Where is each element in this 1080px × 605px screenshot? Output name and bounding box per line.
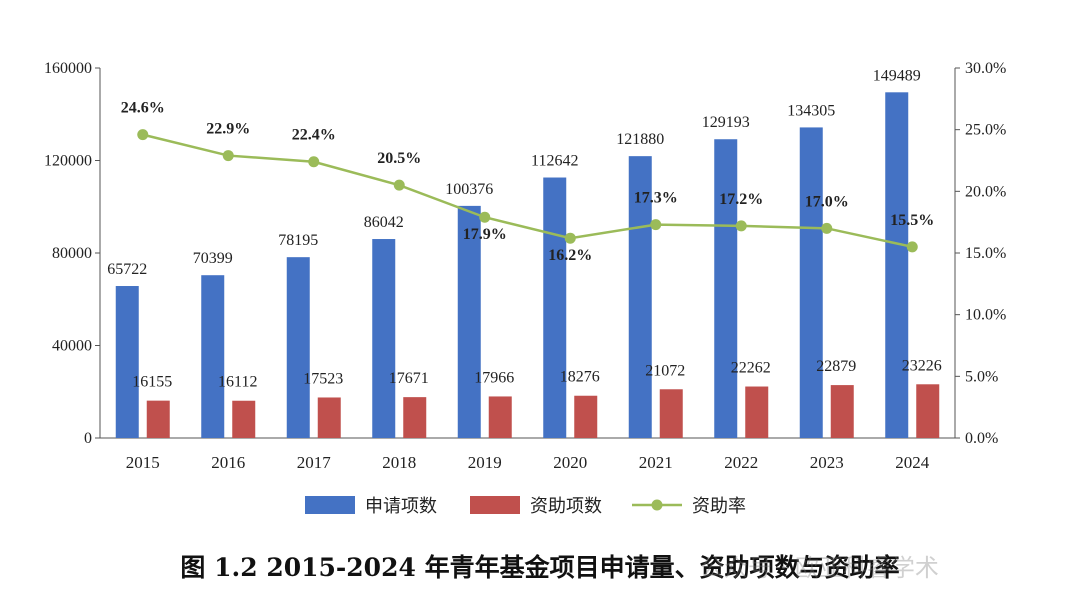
rate-point — [821, 222, 833, 234]
rate-label: 17.2% — [719, 191, 763, 208]
rate-point — [308, 156, 320, 168]
legend-marker-rate — [651, 499, 663, 511]
bar-funded — [916, 384, 940, 438]
bar-funded — [745, 386, 769, 438]
bar-applications — [799, 127, 823, 439]
rate-label: 17.0% — [805, 193, 849, 210]
bars — [115, 92, 940, 439]
rate-point — [393, 179, 405, 191]
rate-point — [137, 129, 149, 141]
rate-label: 17.9% — [463, 226, 507, 243]
rate-label: 22.9% — [206, 121, 250, 138]
x-tick: 2017 — [297, 453, 332, 472]
legend-swatch-applications — [305, 496, 355, 514]
rate-line-path — [142, 133, 913, 249]
bar-applications — [714, 139, 738, 438]
x-tick: 2015 — [126, 453, 160, 472]
axes: 0 40000 80000 120000 160000 0.0% 5.0% 10.0% 15.0… — [44, 60, 1006, 472]
bar-label-applications: 78195 — [278, 232, 318, 249]
bar-funded — [403, 397, 427, 438]
bar-applications — [115, 286, 139, 438]
bar-label-applications: 86042 — [364, 214, 404, 231]
bar-funded — [659, 389, 683, 438]
y-tick-right: 30.0% — [965, 60, 1006, 77]
y-tick-right: 25.0% — [965, 122, 1006, 139]
bar-label-funded: 21072 — [645, 362, 685, 379]
legend-label-rate: 资助率 — [692, 496, 746, 517]
chart: 0 40000 80000 120000 160000 0.0% 5.0% 10.0% 15.0… — [44, 60, 1006, 517]
x-tick: 2019 — [468, 453, 502, 472]
bar-applications — [201, 275, 225, 438]
bar-label-applications: 112642 — [531, 153, 578, 170]
bar-label-funded: 18276 — [560, 369, 600, 386]
y-tick-right: 0.0% — [965, 430, 998, 447]
bar-label-applications: 70399 — [193, 250, 233, 267]
bar-funded — [317, 397, 341, 438]
bar-label-funded: 22879 — [816, 358, 856, 375]
legend-label-applications: 申请项数 — [365, 496, 437, 517]
bar-funded — [488, 396, 512, 438]
rate-point — [735, 220, 747, 232]
bar-label-applications: 65722 — [107, 261, 147, 278]
bar-label-applications: 149489 — [873, 67, 921, 84]
bar-label-applications: 121880 — [616, 131, 664, 148]
y-tick-right: 10.0% — [965, 307, 1006, 324]
bar-label-applications: 100376 — [445, 181, 493, 198]
x-tick: 2016 — [211, 453, 245, 472]
x-tick: 2022 — [724, 453, 758, 472]
bar-applications — [372, 239, 396, 438]
bar-label-applications: 134305 — [787, 102, 835, 119]
bar-label-funded: 16112 — [218, 374, 257, 391]
rate-line — [137, 129, 918, 253]
x-tick: 2018 — [382, 453, 416, 472]
rate-label: 16.2% — [548, 247, 592, 264]
bar-funded — [574, 395, 598, 438]
bar-label-funded: 17966 — [474, 369, 514, 386]
bar-label-funded: 17523 — [303, 370, 343, 387]
bar-funded — [830, 385, 854, 438]
y-tick-left: 40000 — [52, 338, 92, 355]
bar-funded — [146, 400, 170, 438]
rate-label: 17.3% — [634, 190, 678, 207]
y-tick-right: 20.0% — [965, 183, 1006, 200]
y-tick-right: 5.0% — [965, 368, 998, 385]
bar-label-funded: 17671 — [389, 370, 429, 387]
bar-label-applications: 129193 — [702, 114, 750, 131]
y-tick-right: 15.0% — [965, 245, 1006, 262]
x-tick: 2023 — [810, 453, 844, 472]
rate-point — [906, 241, 918, 253]
rate-point — [650, 219, 662, 231]
watermark: 公众号 · 欧亚科睿学术 — [700, 554, 939, 582]
rate-point — [564, 232, 576, 244]
rate-point — [479, 211, 491, 223]
x-tick: 2021 — [639, 453, 673, 472]
bar-applications — [457, 205, 481, 438]
y-tick-left: 80000 — [52, 245, 92, 262]
rate-label: 15.5% — [890, 212, 934, 229]
rate-label: 20.5% — [377, 150, 421, 167]
bar-label-funded: 23226 — [902, 357, 942, 374]
legend: 申请项数 资助项数 资助率 — [305, 496, 746, 517]
bar-applications — [543, 177, 567, 438]
rate-label: 22.4% — [292, 127, 336, 144]
chart-title: 图 1.2 2015-2024 年青年基金项目申请量、资助项数与资助率 — [180, 553, 900, 582]
y-tick-left: 120000 — [44, 153, 92, 170]
legend-swatch-funded — [470, 496, 520, 514]
bar-applications — [286, 257, 310, 438]
y-tick-left: 160000 — [44, 60, 92, 77]
bar-label-funded: 16155 — [132, 374, 172, 391]
x-tick: 2024 — [895, 453, 930, 472]
rate-point — [222, 150, 234, 162]
x-tick: 2020 — [553, 453, 587, 472]
bar-label-funded: 22262 — [731, 360, 771, 377]
y-tick-left: 0 — [84, 430, 92, 447]
legend-label-funded: 资助项数 — [530, 496, 602, 517]
bar-applications — [885, 92, 909, 438]
data-labels: 65722 16155 70399 16112 78195 17523 86042 17671… — [107, 67, 942, 390]
bar-funded — [232, 400, 256, 438]
rate-label: 24.6% — [121, 100, 165, 117]
